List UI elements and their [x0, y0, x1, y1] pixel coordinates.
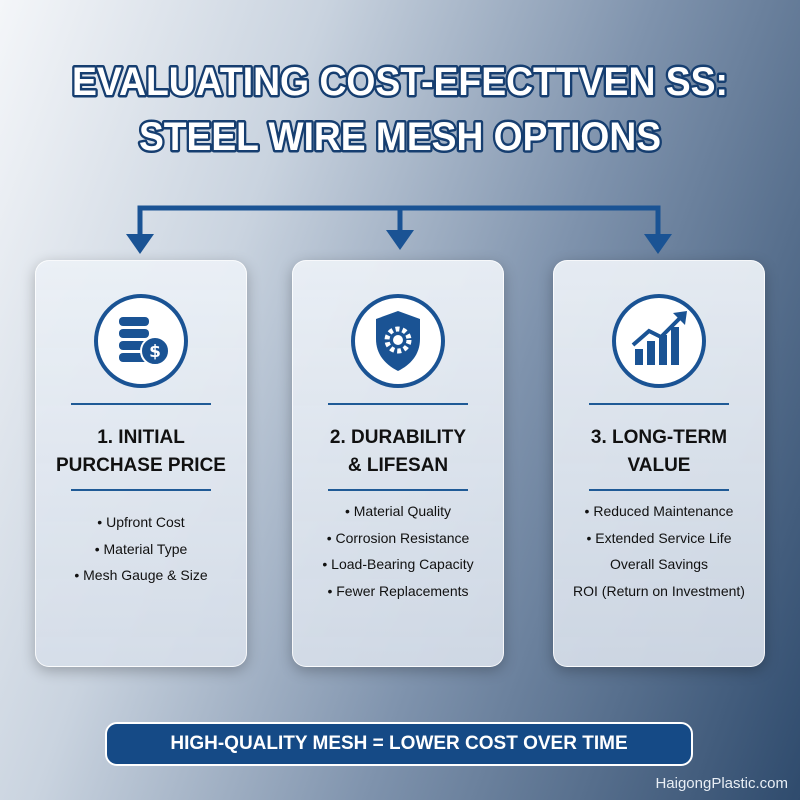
- card: $ 1. INITIAL PURCHASE PRICE • Upfront Cos…: [35, 260, 247, 667]
- text-line: VALUE: [627, 455, 691, 476]
- card-title: 2. DURABILITY & LIFESAN: [293, 424, 503, 480]
- growth-icon: [612, 294, 706, 388]
- divider: [589, 489, 729, 491]
- text-line: • Corrosion Resistance: [326, 529, 470, 546]
- coins-icon: $: [94, 294, 188, 388]
- text-line: • Reduced Maintenance: [584, 503, 734, 519]
- divider: [328, 403, 468, 405]
- card: 3. LONG-TERM VALUE • Reduced Maintenance •…: [553, 260, 765, 667]
- text-line: 3. LONG-TERM: [590, 427, 728, 448]
- text-line: & LIFESAN: [347, 455, 449, 476]
- text-line: • Mesh Gauge & Size: [74, 567, 208, 583]
- card-items: • Material Quality • Corrosion Resistance…: [293, 498, 503, 604]
- banner: HIGH-QUALITY MESH = LOWER COST OVER TIME: [105, 722, 693, 766]
- text-line: • Fewer Replacements: [327, 582, 469, 599]
- text-line: • Material Type: [94, 540, 188, 557]
- text-line: • Material Quality: [344, 503, 452, 519]
- arrow-heads: [126, 230, 672, 254]
- svg-text:$: $: [149, 342, 161, 362]
- text-line: ROI (Return on Investment): [573, 582, 745, 599]
- text-line: 2. DURABILITY: [329, 427, 467, 448]
- header-art: EVALUATING COST-EFECTTVEN SS: STEEL WIRE…: [70, 58, 731, 254]
- watermark: HaigongPlastic.com: [655, 775, 788, 792]
- divider: [328, 489, 468, 491]
- text-line: Overall Savings: [609, 556, 709, 572]
- card: 2. DURABILITY & LIFESAN • Material Qualit…: [292, 260, 504, 667]
- divider: [71, 403, 211, 405]
- shield-icon: [351, 294, 445, 388]
- text-line: PURCHASE PRICE: [56, 455, 226, 476]
- card-title: 1. INITIAL PURCHASE PRICE: [36, 424, 246, 480]
- text-line: • Upfront Cost: [97, 514, 185, 530]
- text-line: • Extended Service Life: [586, 529, 732, 546]
- card-items: • Upfront Cost • Material Type • Mesh Gaug…: [36, 509, 246, 589]
- title-line: STEEL WIRE MESH OPTIONS: [139, 115, 661, 159]
- title-line: EVALUATING COST-EFECTTVEN SS:: [72, 60, 728, 104]
- divider: [589, 403, 729, 405]
- text-line: 1. INITIAL: [97, 427, 185, 448]
- card-title: 3. LONG-TERM VALUE: [554, 424, 764, 480]
- text-line: • Load-Bearing Capacity: [322, 556, 474, 572]
- card-items: • Reduced Maintenance • Extended Service …: [554, 498, 764, 604]
- divider: [71, 489, 211, 491]
